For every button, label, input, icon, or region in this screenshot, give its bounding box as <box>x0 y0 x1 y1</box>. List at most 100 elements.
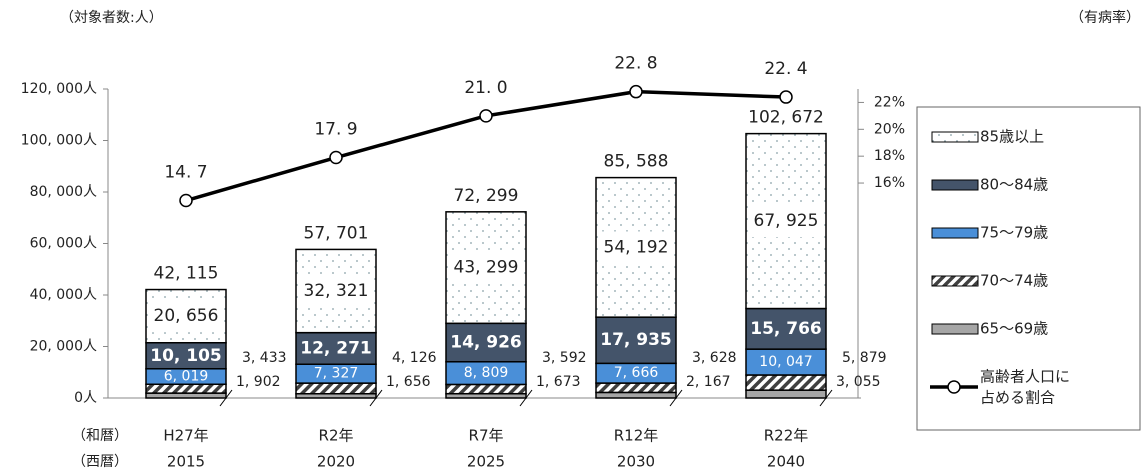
value-label: 5, 879 <box>842 350 887 366</box>
line-value-label: 22. 8 <box>614 54 657 74</box>
bar-segment <box>595 316 677 365</box>
y-tick-label: 80, 000人 <box>30 184 97 200</box>
value-label: 20, 656 <box>154 306 219 326</box>
total-label: 72, 299 <box>454 186 519 206</box>
x-tick-label: R2年 <box>319 427 354 445</box>
y-unit-label: （対象者数:人） <box>60 10 163 26</box>
y-tick-label: 100, 000人 <box>21 133 97 149</box>
line-marker <box>179 193 193 208</box>
x-tick-label: 2040 <box>767 453 805 471</box>
total-label: 85, 588 <box>604 152 669 172</box>
value-label: 10, 047 <box>759 354 812 370</box>
legend-label: 高齢者人口に占める割合 <box>980 367 1070 406</box>
legend-swatch <box>931 179 979 191</box>
y2-tick-label: 22% <box>874 94 905 110</box>
value-label: 54, 192 <box>604 237 669 257</box>
label-box <box>150 300 222 333</box>
value-label: 15, 766 <box>750 319 822 339</box>
legend-label: 65～69歳 <box>980 320 1048 338</box>
value-label: 4, 126 <box>392 350 437 366</box>
line-marker <box>779 90 793 104</box>
legend-label: 70～74歳 <box>980 272 1048 290</box>
bar-segment <box>595 382 677 394</box>
y2-tick-label: 16% <box>874 175 905 191</box>
value-label: 7, 666 <box>614 365 659 381</box>
y-tick-label: 120, 000人 <box>21 81 97 97</box>
y-tick-label: 40, 000人 <box>30 287 97 303</box>
label-box <box>450 251 522 284</box>
value-label: 43, 299 <box>454 258 519 278</box>
row-label: （和暦） <box>72 428 128 444</box>
value-label: 3, 055 <box>836 374 881 390</box>
y-tick-label: 0人 <box>74 390 97 406</box>
bar-segment <box>745 389 827 399</box>
x-tick-label: R12年 <box>614 427 659 445</box>
line-value-label: 21. 0 <box>464 78 507 98</box>
legend-swatch <box>931 131 979 143</box>
y2-tick-label: 18% <box>874 148 905 164</box>
value-label: 67, 925 <box>754 211 819 231</box>
line-marker <box>629 84 643 99</box>
value-label: 32, 321 <box>304 281 369 301</box>
x-tick-label: 2020 <box>317 453 355 471</box>
legend-label: 75～79歳 <box>980 224 1048 242</box>
legend-swatch <box>931 227 979 239</box>
leader <box>669 389 683 407</box>
x-tick-label: R7年 <box>469 427 504 445</box>
label-box <box>300 275 372 308</box>
bar-segment <box>145 383 227 394</box>
value-label: 1, 656 <box>386 374 431 390</box>
line-marker <box>329 150 343 165</box>
y-tick-label: 20, 000人 <box>30 339 97 355</box>
bar-segment <box>595 391 677 399</box>
value-label: 1, 902 <box>236 374 281 390</box>
value-label: 14, 926 <box>450 333 522 353</box>
x-tick-label: 2025 <box>467 453 505 471</box>
value-label: 7, 327 <box>314 366 359 382</box>
legend-box <box>916 106 1141 431</box>
leader <box>519 389 533 407</box>
value-label: 3, 592 <box>542 350 587 366</box>
bar-segment <box>745 348 827 376</box>
legend-swatch <box>931 323 979 335</box>
y2-tick-label: 20% <box>874 121 905 137</box>
x-tick-label: H27年 <box>163 427 208 445</box>
value-label: 17, 935 <box>600 330 672 350</box>
value-label: 10, 105 <box>150 346 222 366</box>
legend-marker <box>947 380 961 394</box>
total-label: 42, 115 <box>154 264 219 284</box>
value-label: 3, 628 <box>692 350 737 366</box>
y2-unit-label: （有病率） <box>1070 9 1140 26</box>
bar-segment <box>295 382 377 395</box>
bar-segment <box>745 374 827 391</box>
total-label: 102, 672 <box>748 108 824 128</box>
leader <box>219 389 233 407</box>
label-box <box>750 205 822 238</box>
value-label: 2, 167 <box>686 374 731 390</box>
legend-label: 85歳以上 <box>980 128 1044 146</box>
bar-segment <box>145 341 227 370</box>
bar-segment <box>445 383 527 395</box>
label-box <box>600 231 672 264</box>
legend-swatch <box>931 275 979 287</box>
leader <box>819 389 833 407</box>
leader <box>369 389 383 407</box>
line-value-label: 22. 4 <box>764 59 807 79</box>
x-tick-label: R22年 <box>764 427 809 445</box>
row-label: （西暦） <box>72 454 128 470</box>
y-tick-label: 60, 000人 <box>30 236 97 252</box>
total-label: 57, 701 <box>304 223 369 243</box>
line-marker <box>479 109 493 123</box>
value-label: 8, 809 <box>464 365 509 381</box>
legend-label: 80～84歳 <box>980 176 1048 194</box>
value-label: 1, 673 <box>536 374 581 390</box>
bar-segment <box>445 322 527 363</box>
x-tick-label: 2030 <box>617 453 655 471</box>
x-tick-label: 2015 <box>167 453 205 471</box>
value-label: 6, 019 <box>164 369 209 385</box>
line-value-label: 14. 7 <box>164 163 207 183</box>
bar-segment <box>745 307 827 350</box>
value-label: 3, 433 <box>242 350 287 366</box>
line <box>185 89 787 203</box>
